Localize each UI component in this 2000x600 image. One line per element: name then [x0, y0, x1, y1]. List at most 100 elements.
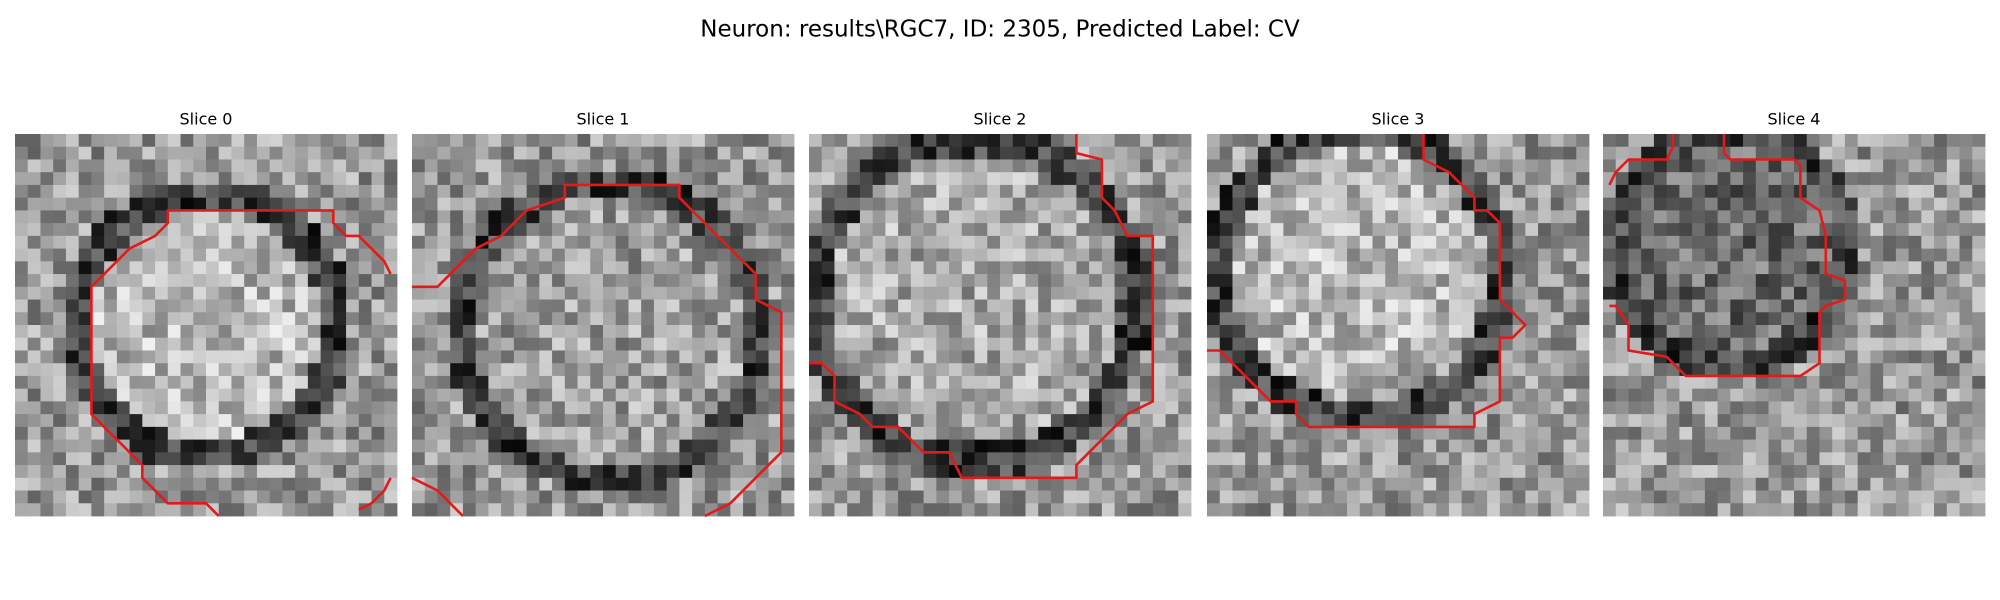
pixel	[1946, 184, 1960, 199]
pixel	[1908, 197, 1922, 211]
pixel	[692, 363, 706, 377]
pixel	[1257, 274, 1272, 288]
pixel	[384, 503, 398, 517]
pixel	[949, 274, 963, 288]
pixel	[1025, 223, 1039, 237]
pixel	[142, 223, 156, 237]
pixel	[768, 401, 782, 415]
pixel	[53, 465, 67, 479]
pixel	[1283, 375, 1297, 390]
pixel	[692, 223, 706, 237]
pixel	[859, 375, 874, 390]
pixel	[628, 401, 642, 415]
pixel	[129, 465, 143, 479]
pixel	[859, 184, 874, 199]
pixel	[27, 375, 41, 390]
pixel	[167, 235, 181, 249]
pixel	[1436, 223, 1450, 237]
pixel	[437, 477, 451, 491]
pixel	[193, 223, 207, 237]
pixel	[320, 274, 334, 288]
pixel	[333, 184, 347, 199]
pixel	[1385, 248, 1399, 262]
pixel	[1372, 490, 1386, 504]
pixel	[1550, 248, 1564, 262]
pixel	[129, 490, 143, 504]
pixel	[679, 210, 693, 224]
pixel	[116, 184, 130, 199]
pixel	[859, 477, 874, 491]
pixel	[1347, 299, 1361, 313]
pixel	[834, 197, 848, 211]
pixel	[1334, 223, 1348, 237]
pixel	[15, 248, 29, 262]
pixel	[501, 426, 515, 440]
pixel	[1563, 363, 1577, 377]
pixel	[552, 503, 566, 517]
pixel	[1908, 223, 1922, 237]
pixel	[462, 146, 477, 160]
pixel	[872, 503, 886, 517]
pixel	[1870, 286, 1884, 300]
pixel	[1372, 274, 1386, 288]
pixel	[603, 248, 617, 262]
pixel	[91, 223, 105, 237]
pixel	[15, 274, 29, 288]
pixel	[1755, 274, 1769, 288]
pixel	[40, 490, 54, 504]
pixel	[1152, 401, 1166, 415]
pixel	[1692, 477, 1706, 491]
pixel	[961, 134, 975, 148]
pixel	[218, 312, 232, 326]
pixel	[1512, 503, 1526, 517]
pixel	[1768, 452, 1782, 466]
pixel	[1410, 477, 1424, 491]
pixel	[717, 184, 731, 199]
pixel	[1704, 503, 1718, 517]
pixel	[1844, 134, 1859, 148]
pixel	[358, 134, 372, 148]
pixel	[475, 350, 489, 364]
pixel	[1717, 337, 1731, 351]
pixel	[1308, 286, 1322, 300]
pixel	[256, 172, 271, 186]
pixel	[564, 197, 578, 211]
pixel	[231, 350, 245, 364]
pixel	[1628, 363, 1642, 377]
pixel	[987, 197, 1001, 211]
pixel	[116, 299, 130, 313]
pixel	[1832, 146, 1846, 160]
pixel	[218, 146, 232, 160]
pixel	[384, 452, 398, 466]
pixel	[1692, 401, 1706, 415]
pixel	[27, 299, 41, 313]
pixel	[526, 388, 540, 402]
pixel	[513, 439, 527, 453]
pixel	[269, 286, 283, 300]
pixel	[424, 503, 438, 517]
pixel	[974, 426, 988, 440]
pixel	[974, 325, 988, 339]
pixel	[501, 261, 515, 275]
pixel	[1487, 363, 1501, 377]
pixel	[961, 477, 975, 491]
pixel	[1959, 325, 1973, 339]
pixel	[974, 146, 988, 160]
pixel	[910, 414, 924, 428]
pixel	[1550, 452, 1564, 466]
pixel	[1127, 184, 1141, 199]
pixel	[1844, 223, 1859, 237]
pixel	[949, 248, 963, 262]
pixel	[1359, 465, 1373, 479]
pixel	[1283, 184, 1297, 199]
pixel	[1653, 363, 1668, 377]
pixel	[371, 210, 385, 224]
pixel	[1207, 134, 1221, 148]
pixel	[53, 146, 67, 160]
pixel	[1474, 465, 1488, 479]
pixel	[847, 235, 861, 249]
pixel	[91, 401, 105, 415]
pixel	[193, 172, 207, 186]
pixel	[1692, 299, 1706, 313]
pixel	[1959, 426, 1973, 440]
